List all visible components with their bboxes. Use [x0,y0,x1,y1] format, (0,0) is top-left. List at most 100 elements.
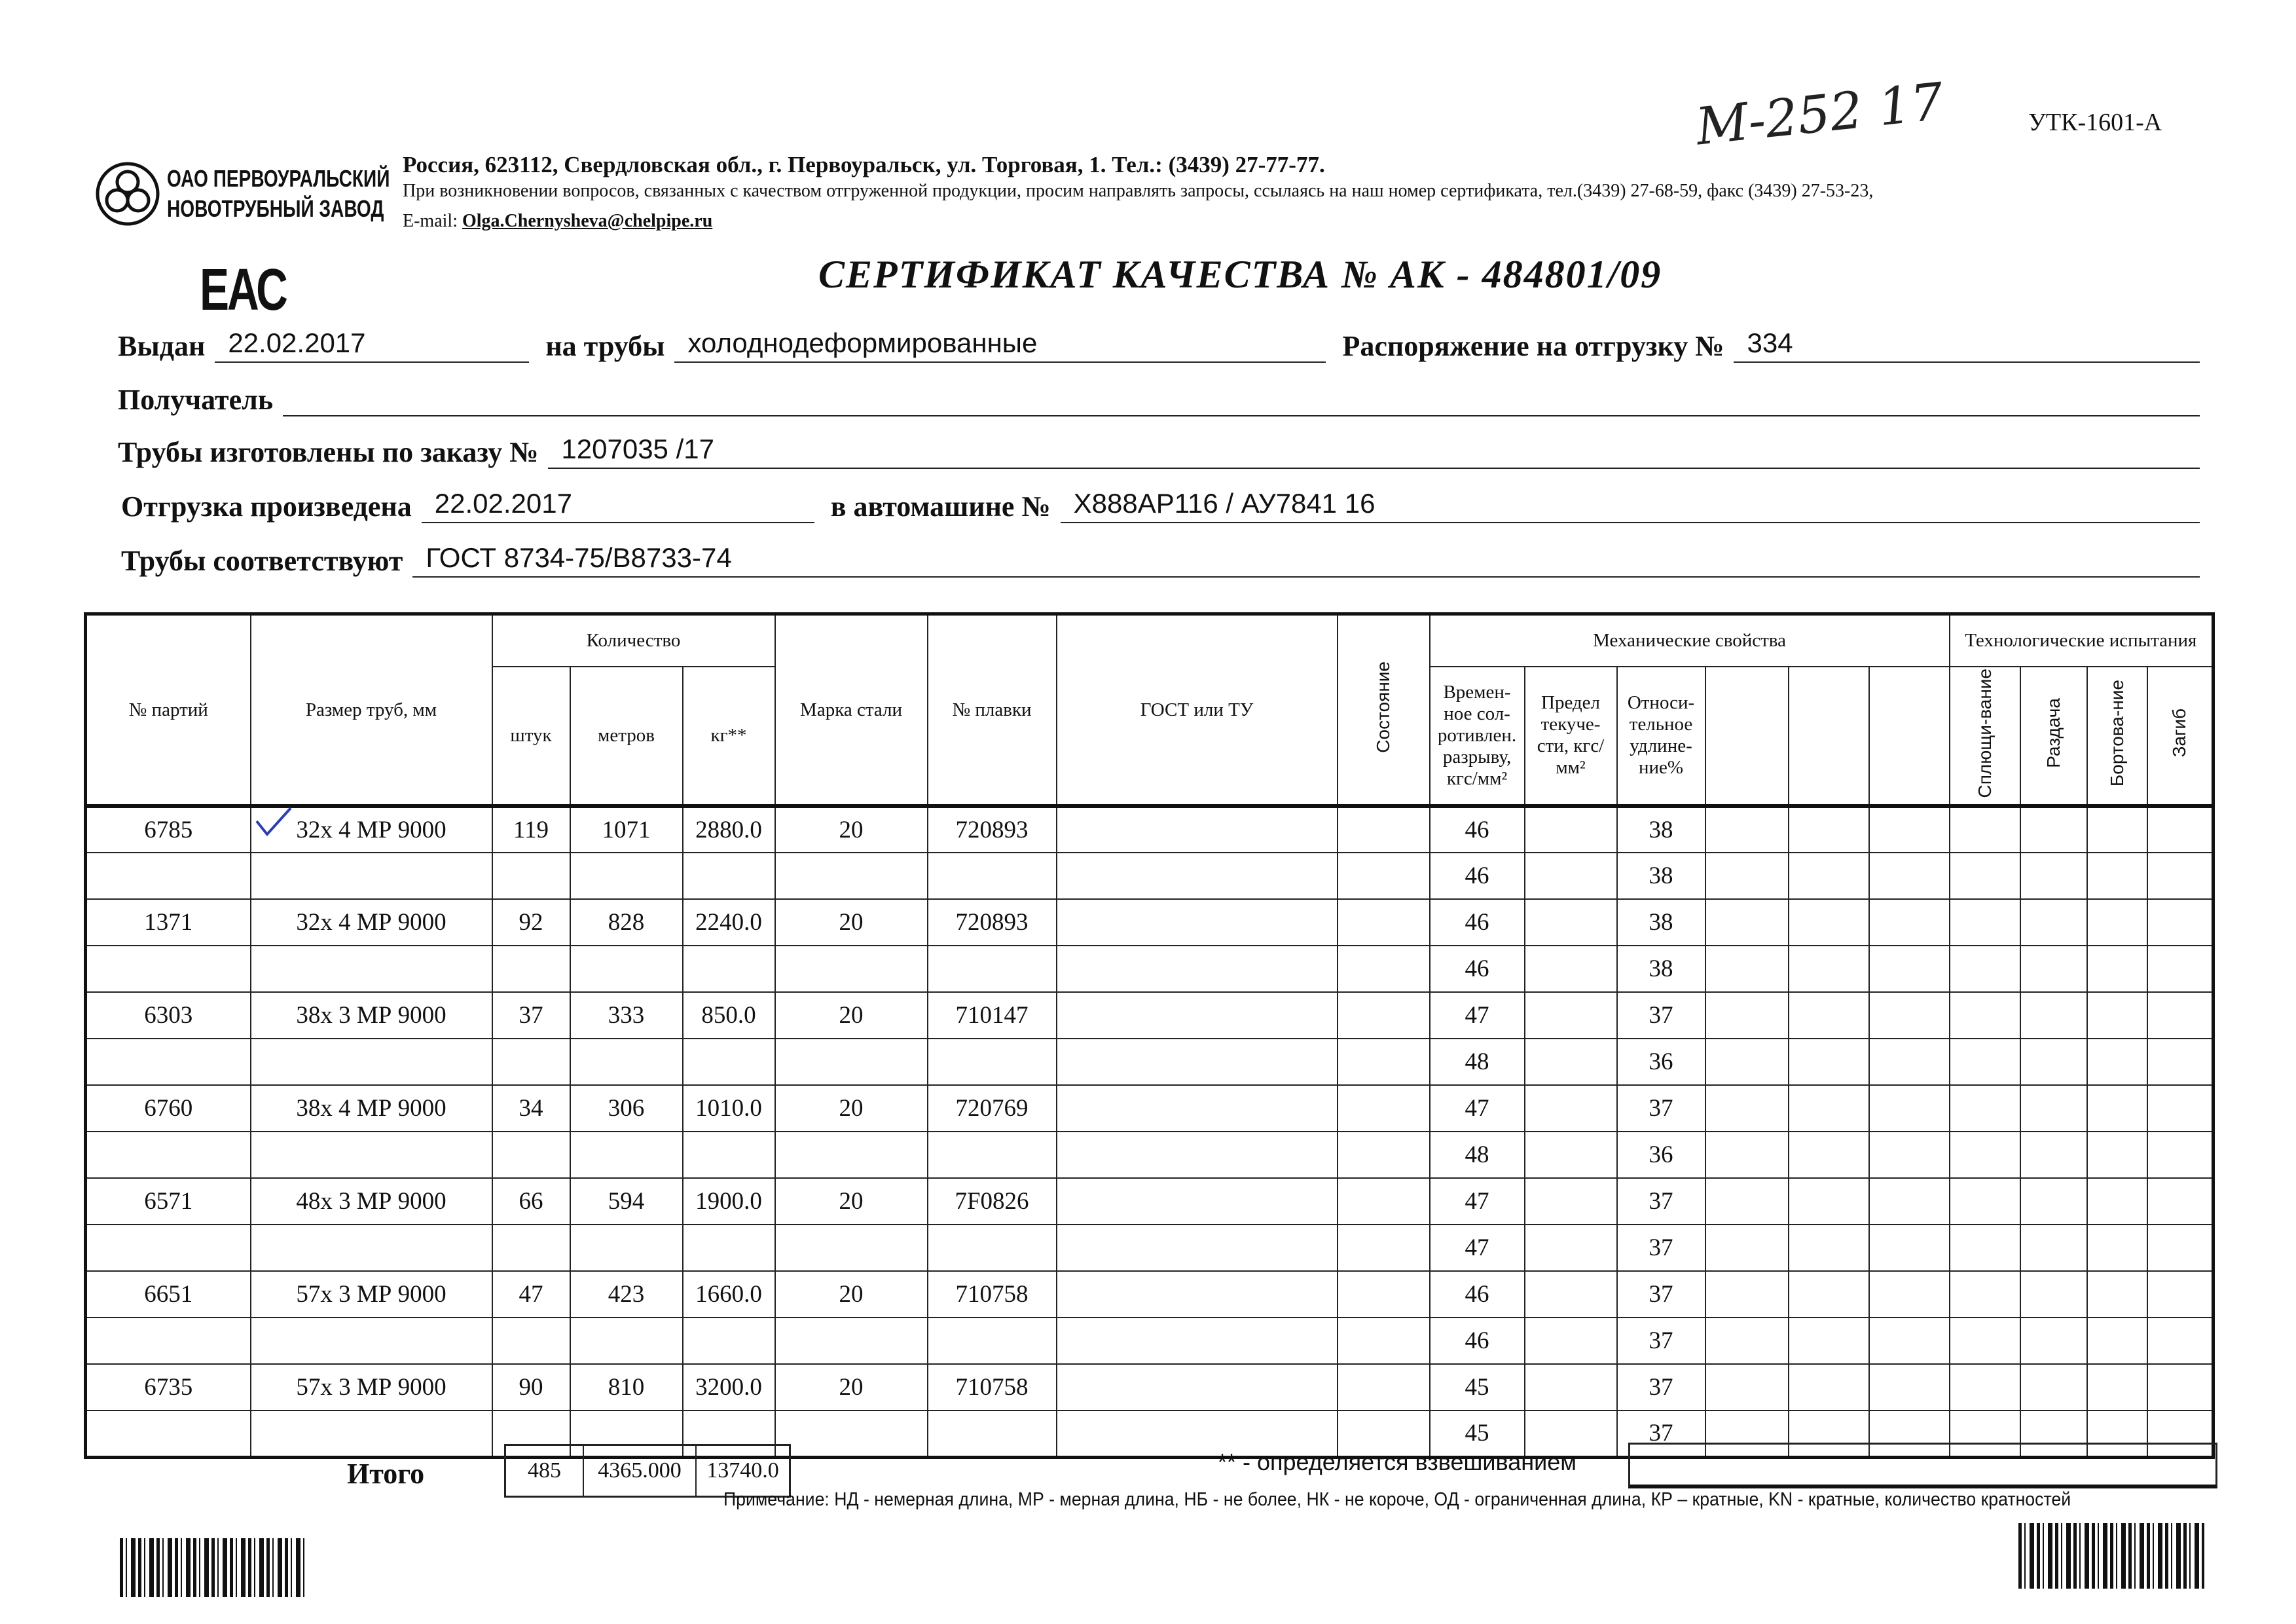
header-tensile: Времен-ное сол-ротивлен. разрыву, кгс/мм… [1429,665,1525,807]
header-pieces: штук [491,665,571,807]
cell-state [1336,898,1430,947]
cell-batch: 6571 [84,1177,251,1226]
row-order: Трубы изготовлены по заказу № 1207035 /1… [118,434,2200,469]
cell-pieces [491,1317,571,1365]
cell-yield [1523,945,1618,993]
cell-gost [1055,852,1338,900]
cell-batch: 1371 [84,898,251,947]
cell-empty [2019,1317,2088,1365]
conform-label: Трубы соответствуют [121,545,403,577]
cell-empty [1948,1177,2021,1226]
cell-grade: 20 [774,1177,928,1226]
cell-heat: 720893 [926,898,1057,947]
cell-tensile: 47 [1429,1084,1525,1133]
cell-empty [1948,1410,2021,1458]
cell-grade [774,1317,928,1365]
cell-empty [2086,852,2148,900]
cell-empty [2086,1038,2148,1086]
shipped-label: Отгрузка произведена [121,490,412,523]
cell-empty [1868,898,1950,947]
cell-kg [682,1224,776,1272]
cell-batch [84,945,251,993]
cell-kg [682,852,776,900]
table-row: 6571 48х 3 МР 9000 66 594 1900.0 20 7F0826 47 37 [84,1177,2214,1226]
cell-grade [774,1410,928,1458]
barcode-right [2018,1523,2204,1589]
total-kg: 13740.0 [706,1458,779,1483]
header-gost: ГОСТ или ТУ [1055,613,1338,807]
cell-empty [1948,898,2021,947]
cell-yield [1523,1084,1618,1133]
cell-grade: 20 [774,1084,928,1133]
cell-empty [1868,1131,1950,1179]
cell-empty [2146,1131,2214,1179]
quality-table: № партий Размер труб, мм Количество Марк… [84,612,2215,1459]
cell-meters: 828 [569,898,683,947]
cell-grade: 20 [774,991,928,1040]
header-flange-text: Бортова-ние [2106,679,2127,786]
cell-empty [1948,1224,2021,1272]
cell-empty [2086,1224,2148,1272]
cell-gost [1055,1224,1338,1272]
cell-tensile: 46 [1429,945,1525,993]
cell-empty [2086,1131,2148,1179]
cell-empty [2146,898,2214,947]
logo-line2: НОВОТРУБНЫЙ ЗАВОД [167,195,384,222]
cell-size: 57х 3 МР 9000 [249,1363,493,1412]
cell-empty [2019,898,2088,947]
cell-batch: 6760 [84,1084,251,1133]
cell-gost [1055,1410,1338,1458]
cell-kg: 3200.0 [682,1363,776,1412]
cell-empty [1868,1410,1950,1458]
table-row: 46 38 [84,945,2214,993]
cell-empty [1948,852,2021,900]
cell-empty [1704,1224,1789,1272]
cell-heat: 7F0826 [926,1177,1057,1226]
cell-kg: 2240.0 [682,898,776,947]
cell-gost [1055,1038,1338,1086]
header-tech: Технологические испытания [1948,613,2214,667]
cell-empty [1704,1270,1789,1319]
cell-empty [1704,804,1789,854]
header-bend: Загиб [2146,665,2214,807]
cell-gost [1055,1363,1338,1412]
cell-state [1336,1084,1430,1133]
cell-size: 48х 3 МР 9000 [249,1177,493,1226]
cell-elong: 38 [1616,898,1706,947]
cell-empty [2019,945,2088,993]
cell-gost [1055,898,1338,947]
cell-empty [2086,898,2148,947]
cell-meters: 423 [569,1270,683,1319]
cell-yield [1523,1363,1618,1412]
header-blank [1868,665,1950,807]
cell-empty [1704,945,1789,993]
logo-line1: ОАО ПЕРВОУРАЛЬСКИЙ [167,165,390,192]
cell-empty [1868,1224,1950,1272]
barcode-left [120,1538,304,1597]
cell-heat: 710758 [926,1363,1057,1412]
cell-kg: 1900.0 [682,1177,776,1226]
cell-pieces [491,1224,571,1272]
cell-empty [2019,1363,2088,1412]
cell-empty [1948,1363,2021,1412]
cell-state [1336,1177,1430,1226]
cell-empty [1787,1317,1870,1365]
header-heat: № плавки [926,613,1057,807]
cell-empty [1787,898,1870,947]
cell-heat [926,1317,1057,1365]
cell-empty [2146,1410,2214,1458]
cell-empty [2086,1084,2148,1133]
cell-state [1336,1317,1430,1365]
shipped-field: 22.02.2017 [421,488,814,523]
cell-tensile: 46 [1429,852,1525,900]
cell-yield [1523,1224,1618,1272]
cell-empty [2086,1177,2148,1226]
email-link[interactable]: Olga.Chernysheva@chelpipe.ru [462,211,713,231]
cell-empty [1868,1270,1950,1319]
cell-empty [2019,1038,2088,1086]
cell-empty [1787,945,1870,993]
company-address: Россия, 623112, Свердловская обл., г. Пе… [403,152,1325,177]
cell-empty [1868,852,1950,900]
cell-empty [1787,1038,1870,1086]
cell-empty [1948,945,2021,993]
